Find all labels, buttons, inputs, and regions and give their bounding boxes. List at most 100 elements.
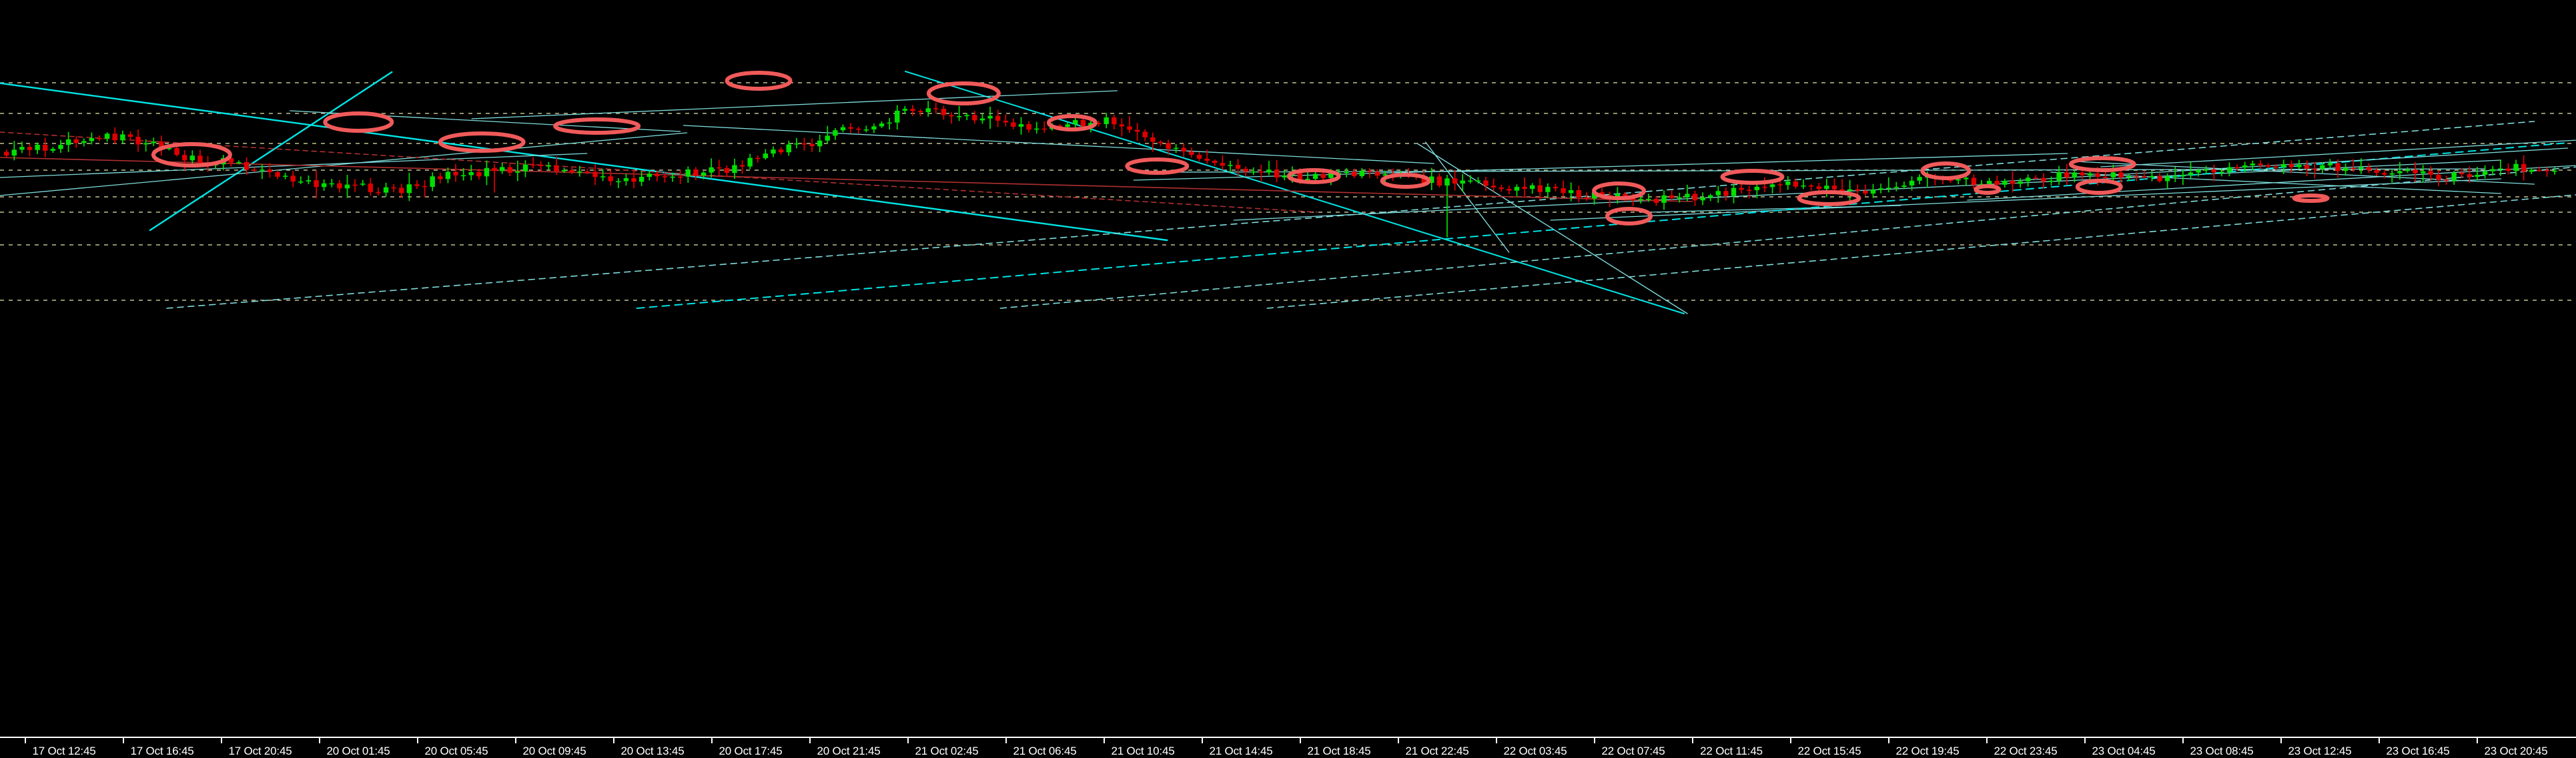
candle-body <box>964 115 969 117</box>
candle-body <box>414 184 420 186</box>
candle-body <box>561 169 567 171</box>
candle-body <box>1708 195 1713 198</box>
candle-body <box>1312 173 1318 179</box>
rt-chan-down-2[interactable] <box>2050 171 2502 194</box>
rt-chan-down-1[interactable] <box>2075 161 2535 185</box>
candle-body <box>2296 164 2302 167</box>
candle-body <box>2250 163 2256 165</box>
candle-body <box>1964 177 1969 179</box>
uptrend-long-3[interactable] <box>999 165 2576 309</box>
x-tick-label-7: 20 Oct 17:45 <box>719 745 783 757</box>
ellipse-11[interactable] <box>1592 181 1647 200</box>
uptrend-main-1[interactable] <box>1233 159 2502 221</box>
x-tick-label-14: 21 Oct 22:45 <box>1405 745 1469 757</box>
downtrend-major-4[interactable] <box>1424 141 1510 253</box>
candle-body <box>1863 190 1868 194</box>
candle-body <box>840 127 846 131</box>
candle-body <box>709 167 714 173</box>
candle-body <box>1971 177 1977 185</box>
candle-body <box>58 145 63 149</box>
candle-body <box>1653 199 1659 203</box>
uptrend-long-1[interactable] <box>166 121 2535 309</box>
ellipse-8[interactable] <box>1125 157 1190 175</box>
candle-body <box>1073 119 1078 125</box>
candle-body <box>11 149 17 156</box>
candle-body <box>2226 167 2232 172</box>
ellipse-5[interactable] <box>725 71 793 91</box>
ellipse-3[interactable] <box>438 131 526 153</box>
ellipse-10[interactable] <box>1380 173 1431 189</box>
candle-body <box>2095 173 2100 177</box>
chan-mid-1[interactable] <box>683 125 1434 164</box>
candle-body <box>2475 175 2480 177</box>
trendlines-group[interactable] <box>0 71 2576 314</box>
ellipse-14[interactable] <box>1797 190 1861 206</box>
candle-body <box>1576 190 1582 198</box>
ellipse-7[interactable] <box>1046 114 1098 131</box>
ellipse-1[interactable] <box>151 142 232 167</box>
ellipse-2[interactable] <box>323 111 394 133</box>
candle-body <box>2327 163 2333 165</box>
ellipse-13[interactable] <box>1720 169 1785 185</box>
candle-body <box>1677 197 1682 199</box>
candle-body <box>554 165 559 171</box>
candle-body <box>468 171 474 175</box>
rt-chan-up-3[interactable] <box>2100 139 2576 167</box>
candle-body <box>89 137 95 141</box>
candle-body <box>717 167 722 169</box>
candle-body <box>1127 126 1132 130</box>
candle-body <box>321 183 327 187</box>
candle-body <box>50 149 56 151</box>
rt-chan-up-1[interactable] <box>1967 164 2576 201</box>
uptrend-long-2[interactable] <box>636 142 2569 309</box>
uptrend-major-1[interactable] <box>149 71 393 232</box>
candle-body <box>2048 180 2054 182</box>
chan-support-2[interactable] <box>1166 168 2485 173</box>
candle-body <box>166 147 172 149</box>
candle-body <box>887 122 892 124</box>
candle-body <box>1569 190 1574 194</box>
candle-body <box>1235 165 1241 169</box>
candle-body <box>1739 187 1744 190</box>
ellipse-6[interactable] <box>926 81 1001 105</box>
downtrend-major-1[interactable] <box>0 79 1168 242</box>
chan-top-1[interactable] <box>471 90 1118 119</box>
candle-body <box>809 143 815 147</box>
uptrend-minor-2[interactable] <box>0 132 688 196</box>
candle-body <box>2118 172 2124 177</box>
ellipse-12[interactable] <box>1605 207 1653 226</box>
candle-body <box>290 175 296 182</box>
downtrend-major-2[interactable] <box>904 71 1685 314</box>
candle-body <box>1421 176 1426 183</box>
candle-body <box>2521 163 2527 172</box>
candle-body <box>902 109 908 111</box>
ellipse-19[interactable] <box>2292 194 2330 203</box>
ellipse-17[interactable] <box>2068 156 2136 172</box>
ellipse-15[interactable] <box>1920 161 1972 180</box>
candle-body <box>298 181 304 183</box>
candle-body <box>771 149 776 154</box>
ellipse-16[interactable] <box>1974 184 2002 195</box>
candle-body <box>1886 187 1891 189</box>
candle-body <box>2072 172 2078 178</box>
candle-body <box>2350 167 2356 169</box>
candle-body <box>228 158 234 163</box>
uptrend-long-4[interactable] <box>1266 194 2576 309</box>
candle-body <box>492 167 497 171</box>
candle-body <box>2142 176 2147 177</box>
ellipse-18[interactable] <box>2075 179 2123 195</box>
ellipse-4[interactable] <box>553 117 641 135</box>
candle-body <box>182 155 187 161</box>
uptrend-main-3[interactable] <box>1650 205 1901 213</box>
candle-body <box>1948 179 1954 181</box>
candle-body <box>1685 194 1690 198</box>
candle-body <box>1142 131 1148 137</box>
candle-body <box>2413 169 2418 173</box>
candle-body <box>2552 170 2557 172</box>
downtrend-red-2[interactable] <box>0 157 1693 202</box>
candle-body <box>1003 120 1008 123</box>
ellipse-annotations-group[interactable] <box>151 71 2330 226</box>
ellipse-9[interactable] <box>1286 168 1341 184</box>
candle-body <box>724 167 730 173</box>
